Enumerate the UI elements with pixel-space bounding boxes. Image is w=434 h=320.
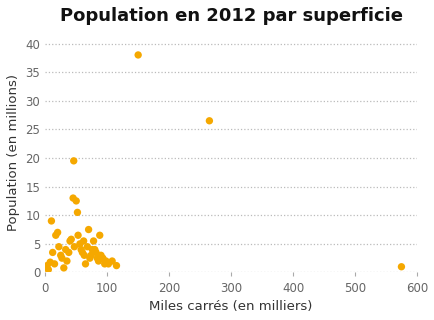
Title: Population en 2012 par superficie: Population en 2012 par superficie xyxy=(59,7,401,25)
Point xyxy=(55,244,62,249)
Point xyxy=(397,264,404,269)
Point xyxy=(82,261,89,267)
Point xyxy=(74,233,81,238)
Point xyxy=(70,158,77,164)
Point xyxy=(99,256,106,261)
Point xyxy=(92,250,99,255)
Point xyxy=(51,261,58,267)
Point xyxy=(91,247,98,252)
Point xyxy=(102,259,109,264)
Point xyxy=(96,233,103,238)
Point xyxy=(113,263,120,268)
Point xyxy=(66,238,73,244)
Point xyxy=(86,256,93,261)
Point xyxy=(94,256,101,261)
Point xyxy=(57,253,64,258)
Point xyxy=(46,260,53,265)
Point xyxy=(72,198,79,204)
Point xyxy=(43,263,50,268)
Point xyxy=(135,52,141,58)
Point xyxy=(74,210,81,215)
Point xyxy=(49,250,56,255)
Point xyxy=(65,250,72,255)
Point xyxy=(89,247,95,252)
Point xyxy=(205,118,212,123)
Point xyxy=(68,237,75,242)
Point xyxy=(97,253,104,258)
Point xyxy=(80,238,87,244)
Point xyxy=(78,247,85,252)
Point xyxy=(48,218,55,223)
Point xyxy=(63,259,70,264)
Point xyxy=(101,261,108,267)
Point xyxy=(58,256,65,261)
Point xyxy=(76,241,83,246)
Point xyxy=(85,227,92,232)
Point xyxy=(71,244,78,249)
Point xyxy=(45,267,52,272)
Point xyxy=(105,261,112,267)
Point xyxy=(81,253,88,258)
Point xyxy=(79,250,85,255)
Point xyxy=(108,259,115,264)
Y-axis label: Population (en millions): Population (en millions) xyxy=(7,74,20,231)
X-axis label: Miles carrés (en milliers): Miles carrés (en milliers) xyxy=(149,300,312,313)
Point xyxy=(62,247,69,252)
Point xyxy=(87,253,94,258)
Point xyxy=(95,259,102,264)
Point xyxy=(52,233,59,238)
Point xyxy=(69,196,76,201)
Point xyxy=(84,244,91,249)
Point xyxy=(54,230,61,235)
Point xyxy=(60,265,67,270)
Point xyxy=(90,238,97,244)
